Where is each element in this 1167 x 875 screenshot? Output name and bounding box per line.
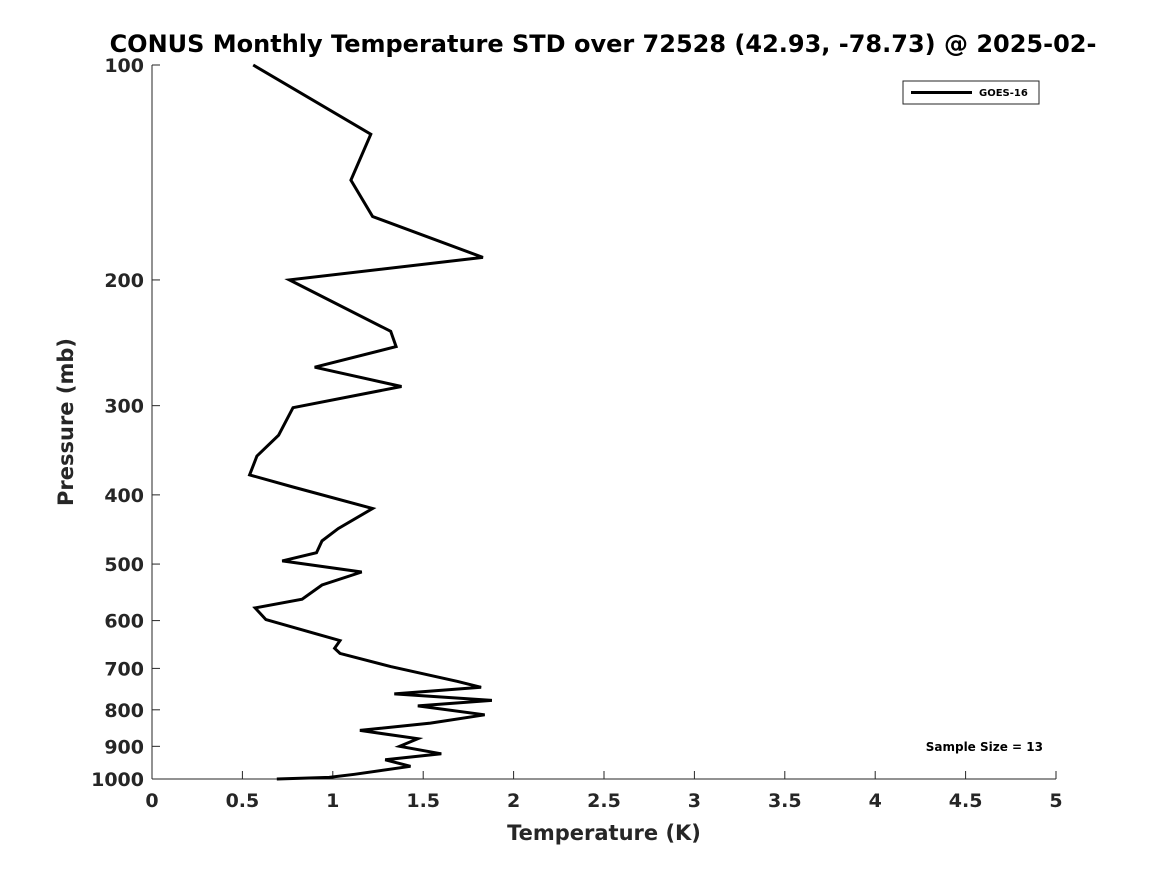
x-tick-label: 4.5 — [949, 790, 983, 812]
y-tick-label: 700 — [104, 658, 144, 680]
y-tick-label: 900 — [104, 736, 144, 758]
x-tick-label: 0.5 — [226, 790, 260, 812]
series-layer — [247, 63, 493, 781]
y-tick-label: 200 — [104, 270, 144, 292]
y-tick-label: 1000 — [91, 769, 144, 791]
y-tick-label: 800 — [104, 700, 144, 722]
x-tick-label: 1.5 — [406, 790, 440, 812]
y-tick-label: 100 — [104, 55, 144, 77]
y-ticks: 100 200 300 400 500 600 700 800 900 1000 — [91, 55, 160, 791]
legend: GOES-16 — [902, 80, 1040, 105]
y-axis-label: Pressure (mb) — [54, 338, 78, 506]
x-tick-label: 2.5 — [587, 790, 621, 812]
x-axis-label: Temperature (K) — [507, 821, 701, 845]
y-tick-label: 500 — [104, 554, 144, 576]
axes — [151, 65, 1056, 780]
x-tick-label: 3.5 — [768, 790, 802, 812]
series-line-goes-16 — [247, 63, 493, 781]
x-tick-label: 0 — [145, 790, 158, 812]
legend-label-goes-16: GOES-16 — [979, 88, 1028, 99]
x-tick-label: 1 — [326, 790, 339, 812]
x-tick-label: 4 — [869, 790, 882, 812]
y-tick-label: 300 — [104, 396, 144, 418]
sample-size-annotation: Sample Size = 13 — [926, 740, 1043, 754]
y-tick-label: 400 — [104, 485, 144, 507]
x-ticks: 0 0.5 1 1.5 2 2.5 3 3.5 4 4.5 5 — [145, 771, 1063, 812]
x-tick-label: 2 — [507, 790, 520, 812]
y-tick-label: 600 — [104, 611, 144, 633]
chart-title: CONUS Monthly Temperature STD over 72528… — [110, 30, 1097, 58]
x-tick-label: 3 — [688, 790, 701, 812]
x-tick-label: 5 — [1049, 790, 1062, 812]
